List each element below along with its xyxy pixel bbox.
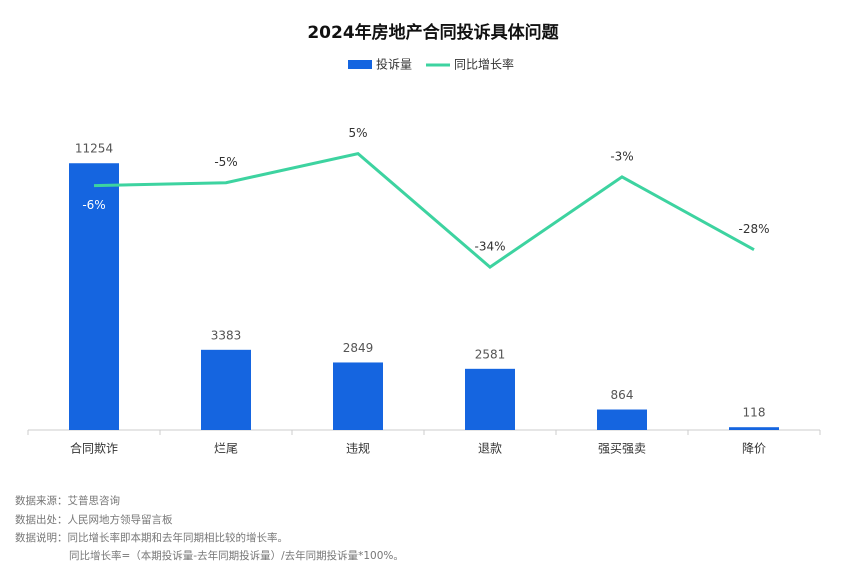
bar [201, 349, 251, 430]
note: 数据来源：艾普思咨询 [15, 494, 120, 507]
legend-label[interactable]: 投诉量 [376, 57, 412, 72]
bar [333, 362, 383, 430]
bar [69, 163, 119, 430]
line-value-label: -28% [738, 222, 769, 236]
line-value-label: 5% [348, 126, 367, 140]
note: 同比增长率=（本期投诉量-去年同期投诉量）/去年同期投诉量*100%。 [69, 549, 404, 562]
note: 数据出处：人民网地方领导留言板 [15, 513, 173, 526]
line-value-label: -5% [214, 155, 237, 169]
bar-value-label: 3383 [211, 328, 242, 342]
bar-value-label: 11254 [75, 142, 113, 156]
bar-value-label: 2581 [475, 347, 506, 361]
bar [597, 409, 647, 430]
line-value-label: -34% [474, 240, 505, 254]
chart-title: 2024年房地产合同投诉具体问题 [307, 22, 559, 43]
line [93, 152, 755, 269]
bar [465, 368, 515, 430]
x-tick-label: 烂尾 [214, 442, 238, 456]
bar-value-label: 118 [743, 406, 766, 420]
x-tick-label: 违规 [346, 441, 370, 456]
legend-label[interactable]: 同比增长率 [454, 57, 514, 72]
line-value-label: -6% [82, 198, 105, 212]
x-tick-label: 退款 [478, 442, 502, 456]
x-tick-label: 降价 [742, 442, 766, 456]
legend-swatch [348, 60, 372, 69]
note: 数据说明：同比增长率即本期和去年同期相比较的增长率。 [15, 531, 288, 544]
x-tick-label: 强买强卖 [598, 442, 646, 456]
line-value-label: -3% [610, 149, 633, 163]
bar-value-label: 864 [611, 388, 634, 402]
x-tick-label: 合同欺诈 [70, 441, 118, 456]
bar-value-label: 2849 [343, 341, 374, 355]
bar [729, 427, 779, 430]
